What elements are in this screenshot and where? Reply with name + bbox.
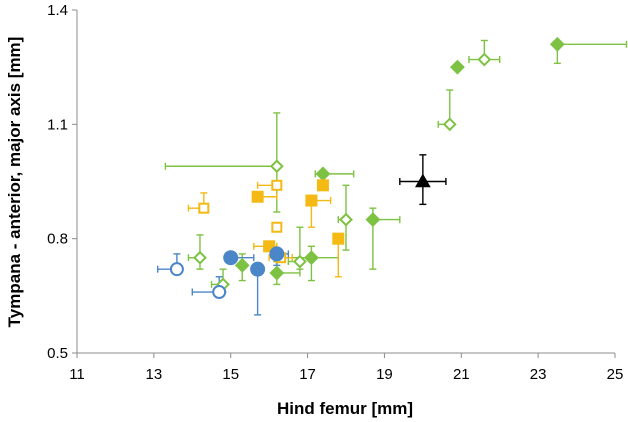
x-tick-label: 11: [69, 366, 85, 383]
circle-point: [169, 262, 184, 277]
square-point: [332, 232, 345, 245]
y-tick-label: 1.1: [47, 116, 68, 133]
x-tick-label: 23: [530, 366, 547, 383]
diamond-point: [365, 212, 381, 228]
y-tick-label: 0.8: [47, 231, 68, 248]
diamond-point: [269, 265, 285, 281]
circle-point: [223, 250, 239, 266]
square-point: [271, 221, 283, 233]
x-tick-label: 15: [222, 366, 239, 383]
diamond-point: [193, 250, 207, 265]
square-point: [263, 240, 276, 253]
diamond-point: [315, 166, 331, 182]
square-point: [198, 202, 210, 214]
y-tick-label: 1.4: [47, 2, 68, 19]
diamond-point: [304, 250, 319, 266]
square-point: [271, 179, 283, 191]
diamond-point: [442, 117, 457, 132]
triangle-point: [414, 173, 431, 188]
axes: [72, 9, 616, 358]
diamond-point: [269, 159, 284, 174]
y-axis-title: Tympana - anterior, major axis [mm]: [5, 37, 24, 328]
x-tick-label: 13: [146, 366, 163, 383]
error-bar: [553, 40, 628, 65]
square-point: [316, 179, 329, 192]
error-bars: [156, 39, 628, 316]
x-tick-label: 21: [453, 366, 470, 383]
tick-labels: 11 13 15 17 19 21 23 25 0.5 0.8 1.1 1.4: [47, 2, 623, 383]
error-bar: [187, 234, 204, 270]
diamond-point: [549, 36, 565, 52]
diamond-point: [477, 52, 492, 67]
circle-point: [250, 261, 266, 277]
square-point: [305, 194, 318, 207]
x-axis-title: Hind femur [mm]: [277, 399, 413, 418]
error-bar: [334, 238, 342, 278]
diamond-point: [450, 59, 465, 75]
diamond-point: [339, 212, 353, 227]
diamond-point: [292, 254, 307, 269]
x-tick-label: 19: [376, 366, 393, 383]
y-tick-label: 0.5: [47, 345, 68, 362]
error-bar: [254, 269, 262, 316]
square-point: [251, 190, 264, 203]
circle-point: [212, 285, 227, 300]
error-bar: [369, 207, 401, 270]
data-points: [169, 36, 565, 300]
diamond-point: [234, 257, 250, 273]
x-tick-label: 17: [299, 366, 316, 383]
x-tick-label: 25: [607, 366, 624, 383]
circle-point: [269, 246, 285, 262]
